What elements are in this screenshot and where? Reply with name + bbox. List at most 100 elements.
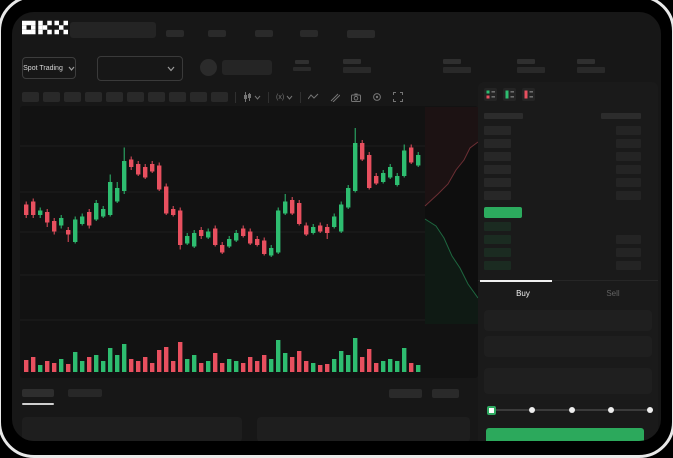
camera-icon[interactable] — [351, 93, 361, 102]
orderbook-row[interactable] — [484, 222, 641, 231]
book-asks-icon[interactable] — [522, 88, 535, 101]
pair-selector[interactable] — [97, 56, 183, 81]
nav-item-placeholder[interactable] — [208, 30, 226, 37]
tab-buy[interactable]: Buy — [478, 281, 568, 306]
size-placeholder — [616, 248, 641, 257]
buy-submit-button[interactable] — [486, 428, 644, 441]
orderbook-row[interactable] — [484, 261, 641, 270]
slider-stop-0[interactable] — [487, 406, 496, 415]
divider — [268, 92, 269, 103]
orderbook-row[interactable] — [484, 191, 641, 200]
okx-logo[interactable] — [22, 20, 68, 35]
orderbook-row[interactable] — [484, 152, 641, 161]
ticker-stat — [443, 59, 471, 73]
ticker-stat — [577, 59, 605, 73]
timeframe-button[interactable] — [169, 92, 186, 102]
ticker-stat — [517, 59, 545, 73]
last-price-bar[interactable] — [484, 207, 522, 218]
price-placeholder — [484, 178, 511, 187]
price-placeholder — [484, 126, 511, 135]
market-type-selector[interactable]: Spot Trading — [22, 57, 76, 79]
book-both-icon[interactable] — [484, 88, 497, 101]
divider — [235, 92, 236, 103]
orders-table-placeholder — [22, 417, 242, 441]
orderbook-row[interactable] — [484, 126, 641, 135]
coin-avatar — [200, 59, 217, 76]
slider-stop-1[interactable] — [529, 407, 535, 413]
draw-icon[interactable] — [330, 92, 340, 102]
slider-stop-2[interactable] — [569, 407, 575, 413]
size-placeholder — [616, 152, 641, 161]
size-placeholder — [616, 165, 641, 174]
price-placeholder — [484, 248, 511, 257]
orderbook-row[interactable] — [484, 235, 641, 244]
amount-field[interactable] — [484, 336, 652, 357]
pair-name-placeholder — [222, 60, 272, 75]
order-panel: Buy Sell — [478, 82, 658, 441]
bottom-tab[interactable] — [68, 389, 102, 397]
total-field[interactable] — [484, 368, 652, 394]
candlestick-chart[interactable] — [20, 106, 478, 378]
indicator-fx-icon[interactable]: (x) — [276, 94, 293, 101]
price-placeholder — [484, 191, 511, 200]
price-field[interactable] — [484, 310, 652, 331]
timeframe-button[interactable] — [85, 92, 102, 102]
ticker-stat — [343, 59, 371, 73]
timeframe-button[interactable] — [127, 92, 144, 102]
app-screen: Spot Trading — [12, 12, 661, 441]
orderbook-mode-icons — [484, 88, 535, 101]
chart-toolbar: (x) — [22, 91, 403, 103]
market-type-label: Spot Trading — [23, 65, 63, 72]
size-placeholder — [616, 139, 641, 148]
timeframe-button[interactable] — [43, 92, 60, 102]
price-placeholder — [484, 235, 511, 244]
orderbook-row[interactable] — [484, 178, 641, 187]
settings-gear-icon[interactable] — [372, 92, 382, 102]
orderbook-row[interactable] — [484, 165, 641, 174]
tab-sell[interactable]: Sell — [568, 281, 658, 306]
line-icon[interactable] — [308, 93, 319, 101]
price-placeholder — [484, 261, 511, 270]
timeframe-button[interactable] — [148, 92, 165, 102]
slider-stop-4[interactable] — [647, 407, 653, 413]
slider-stop-3[interactable] — [608, 407, 614, 413]
bottom-tab-active[interactable] — [22, 389, 54, 397]
size-placeholder — [616, 191, 641, 200]
active-tab-indicator — [22, 403, 54, 405]
nav-item-placeholder[interactable] — [255, 30, 273, 37]
timeframe-button[interactable] — [22, 92, 39, 102]
nav-item-placeholder[interactable] — [166, 30, 184, 37]
timeframe-button[interactable] — [64, 92, 81, 102]
ask-rows — [484, 126, 641, 200]
size-placeholder — [616, 261, 641, 270]
price-placeholder — [484, 139, 511, 148]
price-placeholder — [484, 222, 511, 231]
timeframe-button[interactable] — [211, 92, 228, 102]
price-placeholder — [484, 152, 511, 161]
nav-item-placeholder[interactable] — [347, 30, 375, 38]
orderbook-row[interactable] — [484, 248, 641, 257]
bottom-action-button[interactable] — [389, 389, 422, 398]
amount-slider[interactable] — [487, 404, 653, 416]
fullscreen-icon[interactable] — [393, 92, 403, 102]
search-input[interactable] — [70, 22, 156, 38]
volume-bars — [24, 338, 420, 372]
price-sub-placeholder — [293, 67, 311, 71]
price-placeholder — [295, 60, 309, 64]
orderbook-row[interactable] — [484, 139, 641, 148]
chevron-down-icon — [167, 66, 175, 72]
orders-table-placeholder — [257, 417, 470, 441]
size-placeholder — [616, 178, 641, 187]
size-placeholder — [616, 235, 641, 244]
timeframe-button[interactable] — [106, 92, 123, 102]
nav-item-placeholder[interactable] — [300, 30, 318, 37]
divider — [300, 92, 301, 103]
book-bids-icon[interactable] — [503, 88, 516, 101]
orderbook-header — [484, 113, 641, 119]
candlestick-type-icon[interactable] — [243, 92, 261, 102]
timeframe-button[interactable] — [190, 92, 207, 102]
buy-sell-tabs: Buy Sell — [478, 280, 658, 306]
bottom-action-button[interactable] — [432, 389, 459, 398]
chart-area[interactable] — [20, 106, 478, 378]
